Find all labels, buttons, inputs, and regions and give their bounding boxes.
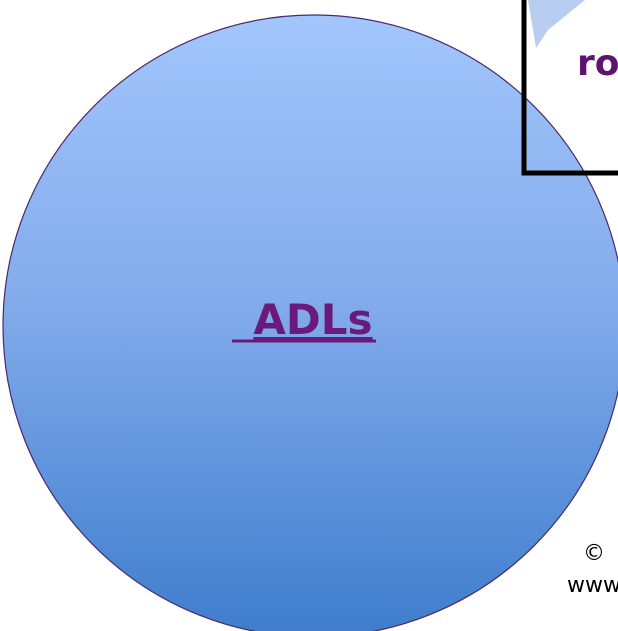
copyright: © — [583, 541, 605, 566]
text-box — [521, 0, 618, 176]
circle-label[interactable]: ADLs — [253, 295, 372, 344]
arrow-shape — [528, 0, 585, 48]
website: www — [567, 573, 618, 598]
adl-circle — [2, 14, 618, 631]
box-text: ro — [577, 43, 618, 84]
